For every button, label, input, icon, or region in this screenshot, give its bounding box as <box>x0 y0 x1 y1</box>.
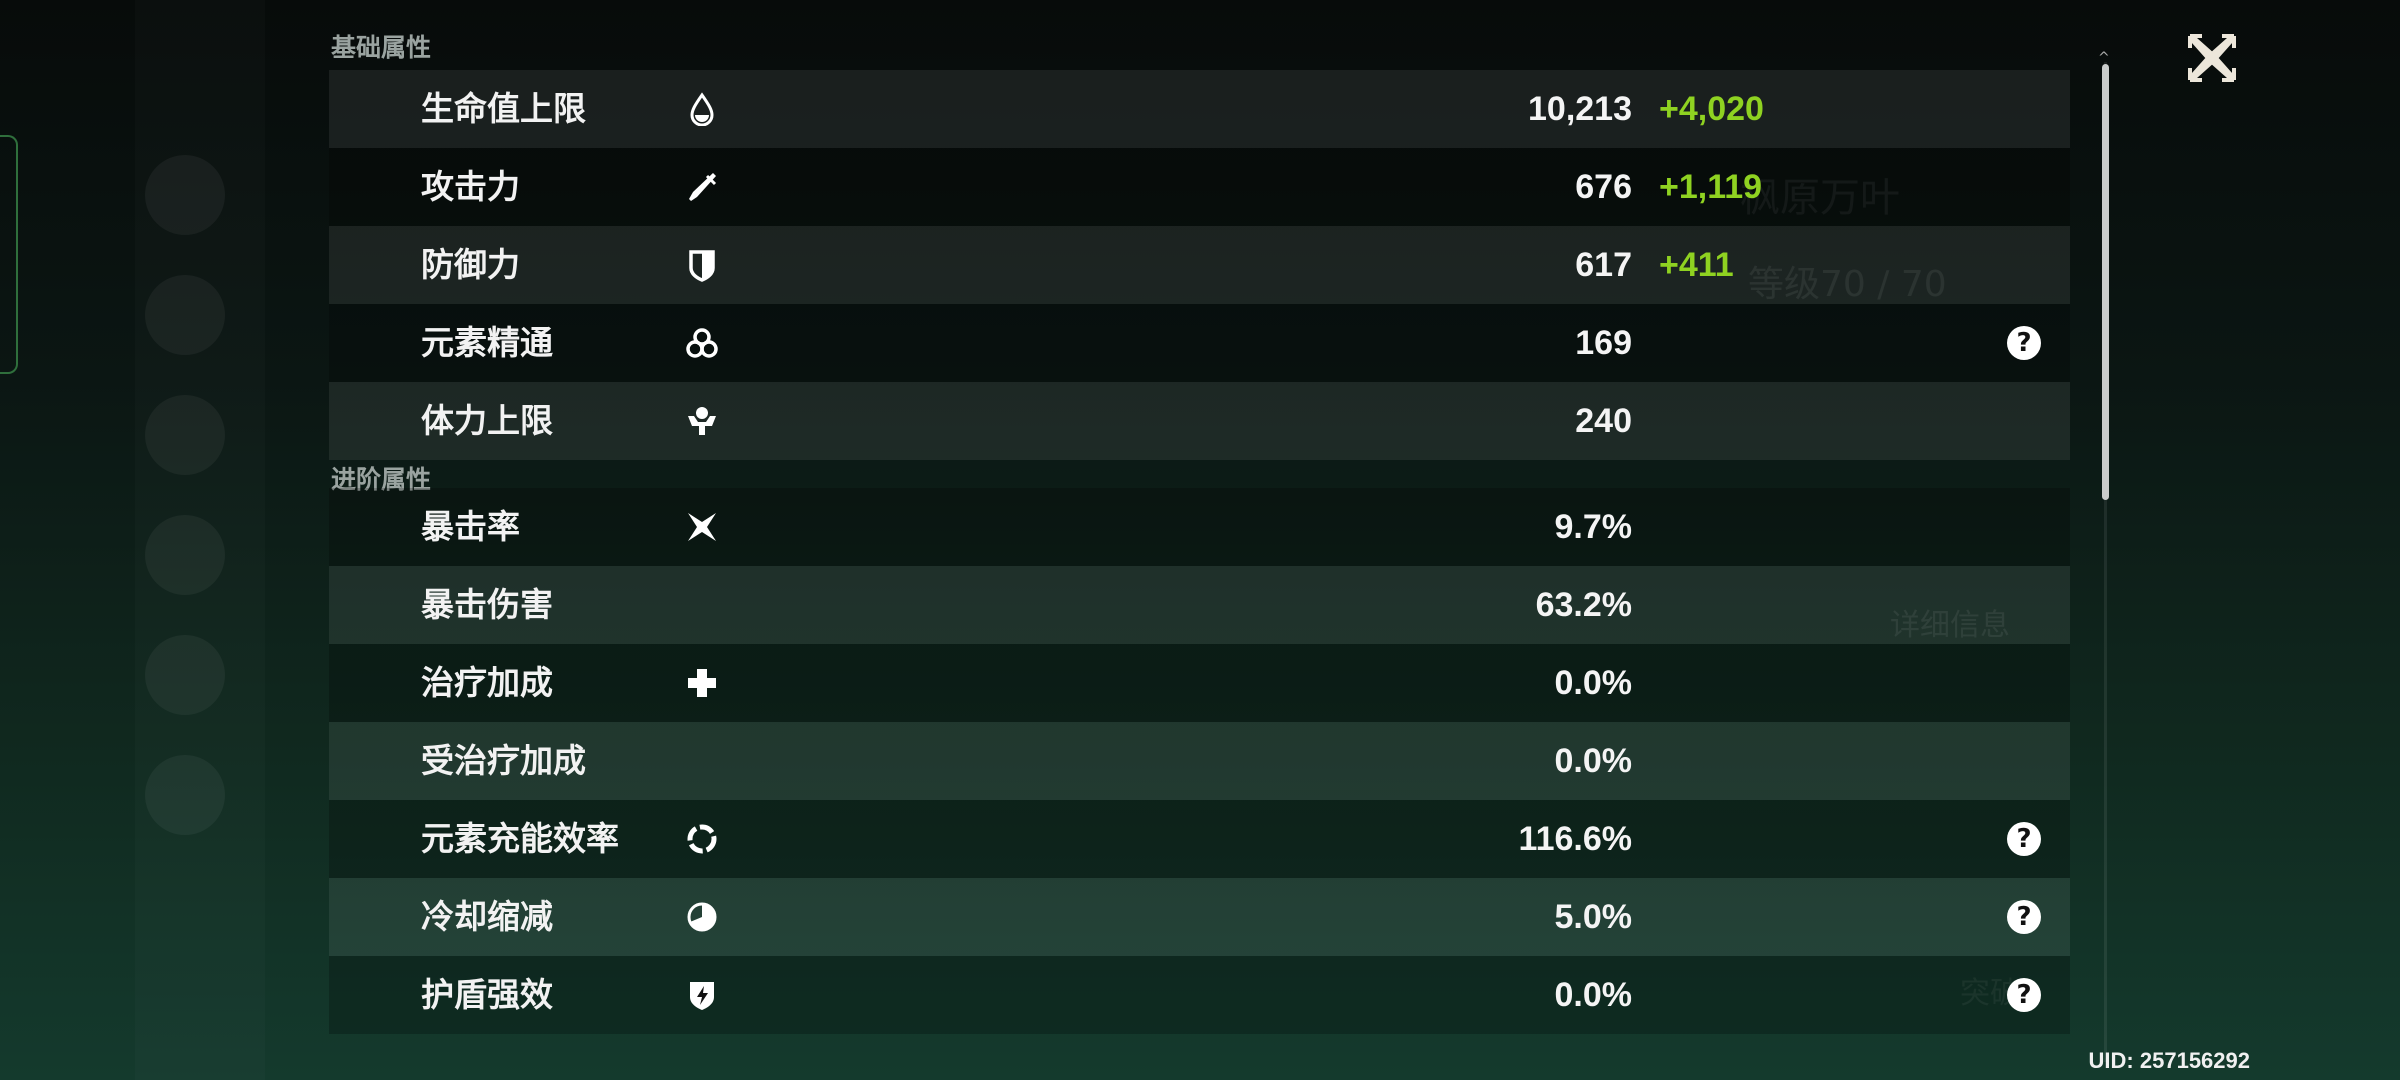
uid-label: UID: 257156292 <box>2088 1048 2250 1073</box>
defense-shield-icon <box>689 250 715 282</box>
avatar[interactable] <box>145 395 225 475</box>
stat-row: 冷却缩减 5.0%? <box>329 878 2070 956</box>
section-title: 基础属性 <box>331 33 432 62</box>
help-question-icon[interactable]: ? <box>2007 822 2041 856</box>
stat-value: 676 <box>1575 168 1632 206</box>
cooldown-icon <box>687 902 717 932</box>
stat-bonus: +411 <box>1659 246 1734 284</box>
stat-value: 116.6% <box>1518 820 1632 858</box>
stat-row: 元素充能效率 116.6%? <box>329 800 2070 878</box>
stat-value: 5.0% <box>1554 898 1633 936</box>
avatar[interactable] <box>145 635 225 715</box>
stat-label: 暴击伤害 <box>421 585 553 624</box>
stat-row: 治疗加成 0.0% <box>329 644 2070 722</box>
stat-label: 护盾强效 <box>421 975 553 1014</box>
shield-strength-icon <box>690 982 714 1010</box>
hp-drop-icon <box>690 92 714 126</box>
energy-recharge-icon <box>687 824 717 854</box>
stat-label: 暴击率 <box>421 507 520 546</box>
stat-value: 617 <box>1575 246 1632 284</box>
stat-value: 10,213 <box>1528 90 1632 128</box>
stat-row: 暴击率 9.7% <box>329 488 2070 566</box>
help-question-icon[interactable]: ? <box>2007 326 2041 360</box>
stat-row: 体力上限 240 <box>329 382 2070 460</box>
close-button[interactable] <box>2186 32 2238 84</box>
stat-value: 0.0% <box>1554 976 1633 1014</box>
avatar[interactable] <box>145 155 225 235</box>
help-question-icon[interactable]: ? <box>2007 900 2041 934</box>
background-character-name: 枫原万叶 <box>1740 175 1900 221</box>
stat-row: 生命值上限 10,213 +4,020 <box>329 70 2070 148</box>
stat-value: 240 <box>1575 402 1632 440</box>
stat-row: 护盾强效 0.0%? <box>329 956 2070 1034</box>
stat-row: 元素精通 169? <box>329 304 2070 382</box>
stat-bonus: +1,119 <box>1659 168 1763 206</box>
crit-rate-icon <box>688 513 716 541</box>
stat-value: 0.0% <box>1554 664 1633 702</box>
details-button: 详细信息 <box>1890 608 2010 643</box>
healing-cross-icon <box>688 669 716 697</box>
background-level: 等级70 / 70 <box>1748 264 1947 305</box>
stat-value: 169 <box>1575 324 1632 362</box>
stat-label: 攻击力 <box>421 167 520 206</box>
help-question-icon[interactable]: ? <box>2007 978 2041 1012</box>
stat-value: 9.7% <box>1554 508 1633 546</box>
stat-label: 元素精通 <box>421 323 553 362</box>
stat-bonus: +4,020 <box>1659 90 1764 128</box>
avatar[interactable] <box>145 755 225 835</box>
stat-label: 受治疗加成 <box>421 741 586 780</box>
stat-row: 受治疗加成 0.0% <box>329 722 2070 800</box>
stat-label: 生命值上限 <box>421 89 586 128</box>
stat-row: 防御力 617 +411 <box>329 226 2070 304</box>
stat-label: 防御力 <box>421 245 520 284</box>
scroll-up-arrow-icon: ^ <box>2098 50 2110 66</box>
stat-row: 暴击伤害 63.2% <box>329 566 2070 644</box>
stamina-icon <box>688 407 716 435</box>
avatar[interactable] <box>145 515 225 595</box>
close-icon <box>2188 34 2236 82</box>
elemental-mastery-icon <box>686 328 718 358</box>
scrollbar-track[interactable] <box>2104 62 2107 1062</box>
stat-label: 元素充能效率 <box>421 819 619 858</box>
left-edge-tab[interactable] <box>0 135 18 374</box>
stat-label: 冷却缩减 <box>421 897 553 936</box>
stat-value: 63.2% <box>1535 586 1632 624</box>
stat-value: 0.0% <box>1554 742 1633 780</box>
scrollbar-thumb[interactable] <box>2102 64 2109 500</box>
stat-label: 体力上限 <box>421 401 553 440</box>
attack-sword-icon <box>689 173 717 201</box>
stat-row: 攻击力 676 +1,119 <box>329 148 2070 226</box>
section-title: 进阶属性 <box>331 465 432 494</box>
avatar[interactable] <box>145 275 225 355</box>
stat-label: 治疗加成 <box>421 663 553 702</box>
